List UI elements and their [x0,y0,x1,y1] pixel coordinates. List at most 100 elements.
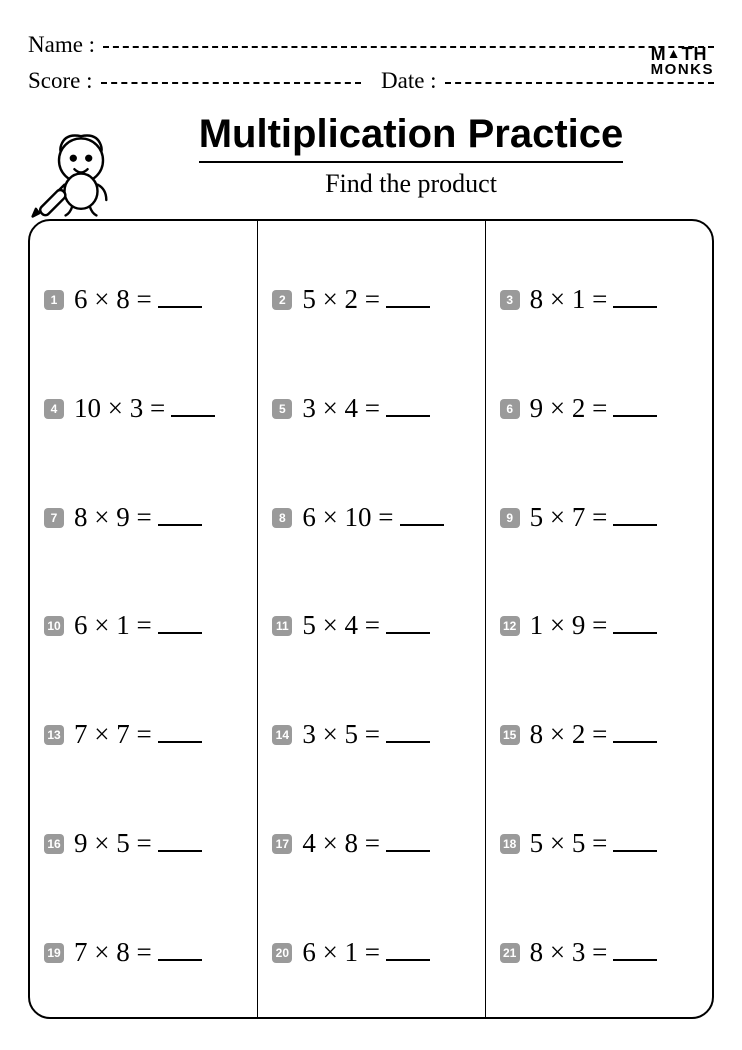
math-monks-logo: M▲TH MONKS [651,46,714,77]
problem-expression: 4 × 8 = [302,828,380,859]
answer-blank[interactable] [386,632,430,634]
problem-5: 5 3 × 4 = [272,393,470,424]
problem-number-badge: 5 [272,399,292,419]
problem-number-badge: 8 [272,508,292,528]
score-date-row: Score : Date : [28,68,714,94]
problem-expression: 8 × 3 = [530,937,608,968]
answer-blank[interactable] [158,632,202,634]
name-label: Name : [28,32,95,58]
problem-number-badge: 19 [44,943,64,963]
answer-blank[interactable] [158,959,202,961]
answer-blank[interactable] [158,306,202,308]
answer-blank[interactable] [386,741,430,743]
problem-number-badge: 10 [44,616,64,636]
problem-6: 6 9 × 2 = [500,393,698,424]
problem-expression: 9 × 2 = [530,393,608,424]
answer-blank[interactable] [613,415,657,417]
problem-17: 17 4 × 8 = [272,828,470,859]
problem-number-badge: 13 [44,725,64,745]
answer-blank[interactable] [613,850,657,852]
answer-blank[interactable] [158,741,202,743]
problem-16: 16 9 × 5 = [44,828,243,859]
answer-blank[interactable] [158,524,202,526]
problem-expression: 8 × 2 = [530,719,608,750]
problem-1: 1 6 × 8 = [44,284,243,315]
score-label: Score : [28,68,93,94]
mascot-icon [26,112,136,222]
score-line[interactable] [101,82,361,84]
problem-expression: 8 × 1 = [530,284,608,315]
problem-number-badge: 6 [500,399,520,419]
problem-number-badge: 1 [44,290,64,310]
answer-blank[interactable] [613,306,657,308]
name-row: Name : [28,32,714,58]
problem-19: 19 7 × 8 = [44,937,243,968]
problem-14: 14 3 × 5 = [272,719,470,750]
problem-number-badge: 4 [44,399,64,419]
column-2: 2 5 × 2 = 5 3 × 4 = 8 6 × 10 = 11 5 × 4 = 14 3 × … [257,221,484,1017]
problem-expression: 9 × 5 = [74,828,152,859]
problems-grid: 1 6 × 8 = 4 10 × 3 = 7 8 × 9 = 10 6 × 1 = 13 7 × … [28,219,714,1019]
problem-number-badge: 16 [44,834,64,854]
problem-number-badge: 18 [500,834,520,854]
problem-12: 12 1 × 9 = [500,610,698,641]
problem-expression: 5 × 7 = [530,502,608,533]
problem-number-badge: 14 [272,725,292,745]
problem-11: 11 5 × 4 = [272,610,470,641]
problem-3: 3 8 × 1 = [500,284,698,315]
answer-blank[interactable] [613,741,657,743]
problem-expression: 6 × 1 = [302,937,380,968]
problem-13: 13 7 × 7 = [44,719,243,750]
problem-expression: 1 × 9 = [530,610,608,641]
answer-blank[interactable] [613,632,657,634]
problem-21: 21 8 × 3 = [500,937,698,968]
worksheet-title: Multiplication Practice [199,112,624,163]
score-group: Score : [28,68,361,94]
problem-number-badge: 7 [44,508,64,528]
answer-blank[interactable] [400,524,444,526]
date-label: Date : [381,68,437,94]
problem-expression: 3 × 4 = [302,393,380,424]
answer-blank[interactable] [386,306,430,308]
problem-10: 10 6 × 1 = [44,610,243,641]
problem-7: 7 8 × 9 = [44,502,243,533]
worksheet-subtitle: Find the product [148,169,674,199]
problem-18: 18 5 × 5 = [500,828,698,859]
date-line[interactable] [445,82,714,84]
problem-number-badge: 15 [500,725,520,745]
problem-number-badge: 3 [500,290,520,310]
answer-blank[interactable] [613,524,657,526]
problem-15: 15 8 × 2 = [500,719,698,750]
answer-blank[interactable] [386,959,430,961]
problem-8: 8 6 × 10 = [272,502,470,533]
answer-blank[interactable] [613,959,657,961]
answer-blank[interactable] [171,415,215,417]
problem-expression: 5 × 2 = [302,284,380,315]
column-3: 3 8 × 1 = 6 9 × 2 = 9 5 × 7 = 12 1 × 9 = 15 8 × 2… [485,221,712,1017]
problem-number-badge: 21 [500,943,520,963]
answer-blank[interactable] [386,415,430,417]
problem-expression: 5 × 5 = [530,828,608,859]
problem-expression: 6 × 10 = [302,502,393,533]
name-line[interactable] [103,46,714,48]
problem-expression: 8 × 9 = [74,502,152,533]
problem-expression: 5 × 4 = [302,610,380,641]
problem-number-badge: 20 [272,943,292,963]
problem-number-badge: 9 [500,508,520,528]
problem-2: 2 5 × 2 = [272,284,470,315]
problem-expression: 6 × 8 = [74,284,152,315]
problem-number-badge: 2 [272,290,292,310]
logo-row2: MONKS [651,63,714,77]
problem-number-badge: 11 [272,616,292,636]
problem-expression: 6 × 1 = [74,610,152,641]
problem-expression: 7 × 8 = [74,937,152,968]
answer-blank[interactable] [158,850,202,852]
problem-expression: 10 × 3 = [74,393,165,424]
problem-expression: 3 × 5 = [302,719,380,750]
answer-blank[interactable] [386,850,430,852]
problem-expression: 7 × 7 = [74,719,152,750]
problem-4: 4 10 × 3 = [44,393,243,424]
problem-20: 20 6 × 1 = [272,937,470,968]
problem-number-badge: 17 [272,834,292,854]
problem-number-badge: 12 [500,616,520,636]
